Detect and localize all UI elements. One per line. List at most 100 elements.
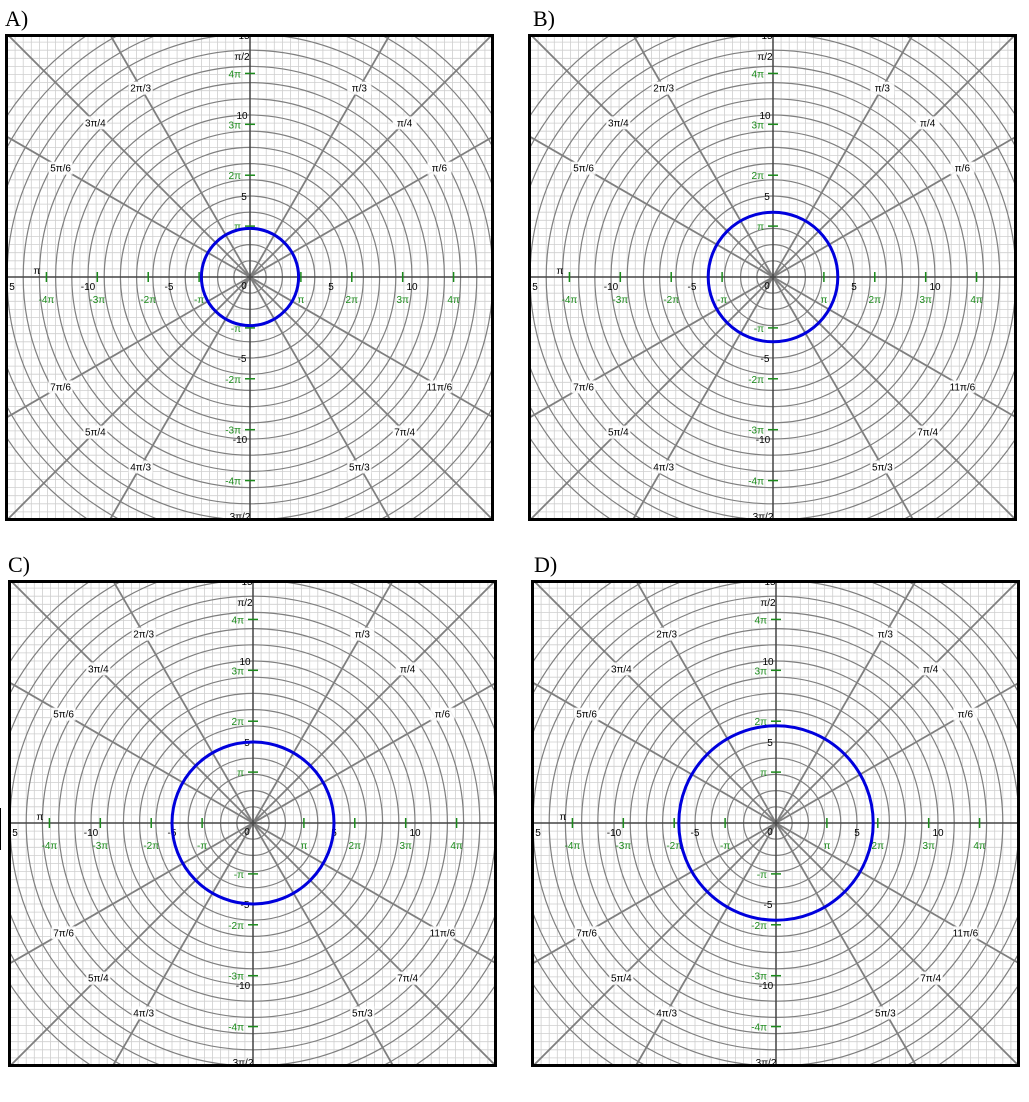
angle-label: 3π/2: [230, 512, 251, 521]
angle-label: π/6: [955, 164, 971, 175]
angle-label: 11π/6: [427, 382, 453, 393]
polar-ray: [9, 681, 254, 824]
polar-graph-d[interactable]: π/3 π/4 π/6 2π/3 3π/4 5π/6 7π/6 5π/4 4π/3 5π/3 7π/…: [531, 580, 1020, 1067]
numeric-tick: -10: [756, 435, 771, 446]
pi-tick-label: -4π: [562, 295, 578, 306]
angle-label: π: [560, 812, 567, 823]
polar-ray: [529, 135, 774, 278]
polar-ray: [775, 822, 918, 1066]
numeric-tick: -10: [759, 981, 774, 992]
angle-label: 4π/3: [653, 462, 674, 473]
pi-tick-label: -3π: [228, 972, 244, 983]
polar-graph-a[interactable]: π/3 π/4 π/6 2π/3 3π/4 5π/6 7π/6 5π/4 4π/3 5π/3 7π/…: [5, 34, 494, 521]
angle-label: π/6: [435, 710, 451, 721]
angle-label: π: [34, 266, 41, 277]
pi-tick-label: π: [820, 295, 827, 306]
numeric-tick: 15: [764, 580, 776, 588]
numeric-tick: -10: [84, 828, 99, 839]
numeric-tick: 15: [238, 34, 250, 42]
numeric-tick: 5: [851, 282, 857, 293]
polar-ray: [249, 35, 391, 278]
polar-graph-c[interactable]: π/3 π/4 π/6 2π/3 3π/4 5π/6 7π/6 5π/4 4π/3 5π/3 7π/…: [8, 580, 497, 1067]
polar-ray: [632, 35, 774, 278]
graph-frame: [8, 580, 497, 1067]
angle-label: 4π/3: [130, 462, 151, 473]
polar-plot-svg: π/3 π/4 π/6 2π/3 3π/4 5π/6 7π/6 5π/4 4π/3 5π/3 7π/…: [531, 580, 1020, 1067]
angle-label: 7π/6: [573, 382, 594, 393]
angle-label: 5π/4: [88, 974, 109, 985]
pi-tick-label: -2π: [666, 841, 682, 852]
pi-tick-label: -π: [197, 841, 207, 852]
pi-tick-label: 4π: [752, 69, 765, 80]
pi-tick-label: 3π: [752, 120, 765, 131]
pi-tick-label: 4π: [970, 295, 983, 306]
pi-tick-label: 3π: [919, 295, 932, 306]
pi-tick-label: 2π: [869, 295, 882, 306]
pi-tick-label: -4π: [39, 295, 55, 306]
angle-label: π/3: [352, 84, 368, 95]
polar-ray: [109, 35, 251, 278]
numeric-tick: 10: [929, 282, 941, 293]
pi-tick-label: 2π: [752, 171, 765, 182]
numeric-tick: 10: [409, 828, 421, 839]
pi-tick-label: π: [234, 222, 241, 233]
numeric-tick: -10: [233, 435, 248, 446]
stray-mark: [0, 808, 1, 850]
polar-ray: [252, 822, 395, 1066]
angle-label: 2π/3: [653, 84, 674, 95]
polar-ray: [532, 822, 777, 1066]
numeric-tick: 5: [12, 828, 18, 839]
angle-label: π/4: [397, 118, 413, 129]
angle-label: π/4: [923, 664, 939, 675]
numeric-tick: 10: [759, 111, 771, 122]
numeric-tick: 15: [241, 580, 253, 588]
polar-ray: [635, 581, 777, 824]
numeric-tick: -5: [688, 282, 697, 293]
angle-label: π/3: [875, 84, 891, 95]
numeric-tick: -5: [691, 828, 700, 839]
polar-ray: [6, 276, 251, 419]
pi-tick-label: 4π: [447, 295, 460, 306]
polar-ray: [775, 681, 1019, 824]
angle-label: 7π/4: [394, 428, 415, 439]
pi-tick-label: -3π: [89, 295, 105, 306]
numeric-tick: -10: [236, 981, 251, 992]
angle-label: 5π/3: [352, 1008, 373, 1019]
angle-label: 5π/6: [50, 164, 71, 175]
angle-label: 3π/2: [753, 512, 774, 521]
numeric-tick: 10: [762, 657, 774, 668]
polar-ray: [532, 822, 777, 965]
angle-label: 3π/4: [85, 118, 106, 129]
polar-ray: [249, 276, 392, 520]
angle-label: π/2: [237, 598, 253, 609]
numeric-tick: -5: [241, 900, 250, 911]
polar-ray: [772, 35, 914, 278]
polar-ray: [10, 581, 254, 824]
angle-label: π/2: [757, 52, 773, 63]
pi-tick-label: -π: [757, 870, 767, 881]
pi-tick-label: 2π: [755, 717, 768, 728]
graph-frame: [531, 580, 1020, 1067]
numeric-tick: -5: [764, 900, 773, 911]
polar-ray: [249, 35, 493, 278]
numeric-tick: 5: [767, 738, 773, 749]
pi-tick-label: π: [237, 768, 244, 779]
angle-label: 3π/4: [88, 664, 109, 675]
pi-tick-label: 4π: [973, 841, 986, 852]
pi-tick-label: -4π: [751, 1023, 767, 1034]
pi-tick-label: 3π: [396, 295, 409, 306]
numeric-tick: 10: [932, 828, 944, 839]
angle-label: π: [557, 266, 564, 277]
polar-plot-svg: π/3 π/4 π/6 2π/3 3π/4 5π/6 7π/6 5π/4 4π/3 5π/3 7π/…: [8, 580, 497, 1067]
angle-label: 7π/6: [576, 928, 597, 939]
angle-label: 7π/6: [50, 382, 71, 393]
numeric-tick: 5: [241, 192, 247, 203]
pi-tick-label: 4π: [755, 615, 768, 626]
angle-label: 11π/6: [430, 928, 456, 939]
polar-ray: [252, 822, 496, 1066]
polar-graph-b[interactable]: π/3 π/4 π/6 2π/3 3π/4 5π/6 7π/6 5π/4 4π/3 5π/3 7π/…: [528, 34, 1017, 521]
pi-tick-label: 4π: [232, 615, 245, 626]
pi-tick-label: -4π: [565, 841, 581, 852]
numeric-tick: 0: [241, 281, 247, 292]
angle-label: π/6: [432, 164, 448, 175]
